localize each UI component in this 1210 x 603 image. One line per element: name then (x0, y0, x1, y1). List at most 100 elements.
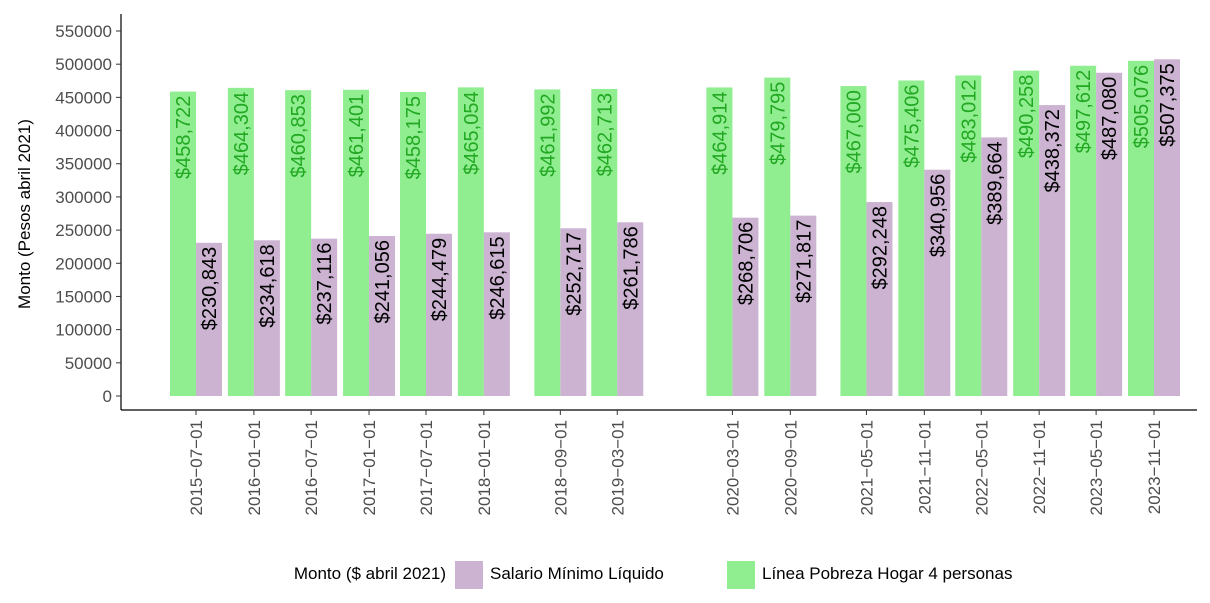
bar-label-linea-pobreza: $505,076 (1131, 65, 1153, 148)
bar-linea-pobreza (399, 91, 426, 396)
bar-linea-pobreza (840, 86, 867, 396)
bar-label-salario-minimo: $244,479 (429, 238, 451, 321)
x-tick-label: 2022−11−01 (1030, 420, 1049, 514)
bar-salario-minimo (483, 232, 510, 396)
x-tick-label: 2021−11−01 (915, 420, 934, 514)
x-tick-label: 2020−03−01 (723, 420, 742, 516)
y-axis-title: Monto (Pesos abril 2021) (15, 119, 34, 309)
x-tick-label: 2022−05−01 (972, 420, 991, 516)
bar-linea-pobreza (764, 77, 791, 397)
y-tick-label: 250000 (55, 221, 112, 240)
bar-label-salario-minimo: $487,080 (1099, 77, 1121, 160)
bar-label-linea-pobreza: $464,304 (231, 92, 253, 175)
bar-label-linea-pobreza: $464,914 (709, 91, 731, 174)
bar-label-salario-minimo: $252,717 (563, 232, 585, 315)
bar-salario-minimo (369, 236, 396, 396)
bar-label-linea-pobreza: $458,722 (173, 96, 195, 179)
bar-label-linea-pobreza: $462,713 (594, 93, 616, 176)
bar-label-linea-pobreza: $467,000 (843, 90, 865, 173)
bar-label-salario-minimo: $271,817 (793, 220, 815, 303)
x-tick-label: 2021−05−01 (857, 420, 876, 516)
x-tick-label: 2017−01−01 (360, 420, 379, 516)
bar-label-salario-minimo: $340,956 (927, 174, 949, 257)
bar-label-salario-minimo: $246,615 (487, 236, 509, 319)
bar-label-linea-pobreza: $475,406 (901, 85, 923, 168)
bar-salario-minimo (311, 238, 338, 396)
bar-linea-pobreza (227, 87, 254, 397)
x-tick-label: 2019−03−01 (608, 420, 627, 516)
y-tick-label: 50000 (65, 354, 112, 373)
bar-linea-pobreza (1013, 70, 1040, 396)
bar-label-linea-pobreza: $479,795 (767, 82, 789, 165)
bar-salario-minimo (1096, 72, 1123, 397)
bar-salario-minimo (617, 222, 644, 396)
bar-label-salario-minimo: $268,706 (735, 222, 757, 305)
bar-linea-pobreza (898, 80, 925, 396)
bar-label-salario-minimo: $292,248 (869, 206, 891, 289)
bar-salario-minimo (425, 233, 452, 396)
bar-label-linea-pobreza: $461,401 (346, 94, 368, 177)
x-tick-label: 2016−01−01 (245, 420, 264, 516)
x-tick-label: 2015−07−01 (187, 420, 206, 516)
bar-label-salario-minimo: $389,664 (984, 141, 1006, 224)
bar-salario-minimo (196, 242, 222, 396)
bar-linea-pobreza (591, 88, 618, 397)
bar-label-salario-minimo: $241,056 (372, 240, 394, 323)
bar-label-salario-minimo: $230,843 (199, 247, 221, 330)
bar-salario-minimo (790, 215, 817, 396)
legend-title: Monto ($ abril 2021) (294, 564, 446, 583)
x-tick-label: 2018−09−01 (551, 420, 570, 516)
x-tick-label: 2018−01−01 (475, 420, 494, 515)
x-tick-label: 2016−07−01 (302, 420, 321, 516)
bar-label-salario-minimo: $261,786 (620, 226, 642, 309)
y-tick-label: 300000 (55, 188, 112, 207)
bar-label-linea-pobreza: $458,175 (403, 96, 425, 179)
x-tick-label: 2023−05−01 (1087, 420, 1106, 516)
bar-linea-pobreza (457, 87, 484, 396)
bar-label-linea-pobreza: $465,054 (461, 91, 483, 174)
x-tick-label: 2023−11−01 (1145, 420, 1164, 514)
bar-label-salario-minimo: $234,618 (257, 244, 279, 327)
bar-salario-minimo (732, 217, 759, 396)
bar-label-salario-minimo: $507,375 (1157, 63, 1179, 146)
legend-label: Línea Pobreza Hogar 4 personas (762, 564, 1012, 583)
bar-label-salario-minimo: $438,372 (1042, 109, 1064, 192)
bar-linea-pobreza (170, 91, 196, 396)
bar-label-linea-pobreza: $490,258 (1016, 75, 1038, 158)
bar-linea-pobreza (1128, 60, 1154, 396)
bar-label-linea-pobreza: $483,012 (958, 79, 980, 162)
y-tick-label: 0 (103, 387, 112, 406)
y-tick-label: 450000 (55, 88, 112, 107)
y-tick-label: 550000 (55, 22, 112, 41)
y-tick-label: 200000 (55, 254, 112, 273)
bar-salario-minimo (253, 240, 280, 396)
bar-salario-minimo (981, 137, 1008, 397)
y-tick-label: 150000 (55, 287, 112, 306)
bar-label-linea-pobreza: $497,612 (1073, 70, 1095, 153)
y-tick-label: 500000 (55, 55, 112, 74)
y-tick-label: 100000 (55, 321, 112, 340)
bar-salario-minimo (866, 202, 893, 396)
bar-linea-pobreza (534, 89, 561, 397)
bar-linea-pobreza (1070, 65, 1097, 397)
bar-label-linea-pobreza: $461,992 (537, 93, 559, 176)
x-tick-label: 2017−07−01 (417, 420, 436, 516)
bar-label-linea-pobreza: $460,853 (288, 94, 310, 177)
legend-label: Salario Mínimo Líquido (490, 564, 664, 583)
bar-linea-pobreza (955, 75, 982, 396)
bar-salario-minimo (1154, 59, 1180, 396)
bar-linea-pobreza (706, 87, 733, 397)
y-tick-label: 350000 (55, 155, 112, 174)
bar-salario-minimo (1039, 105, 1066, 397)
bar-salario-minimo (924, 169, 951, 396)
bar-linea-pobreza (285, 90, 312, 396)
bar-linea-pobreza (343, 89, 370, 396)
legend-key (455, 561, 483, 589)
y-tick-label: 400000 (55, 122, 112, 141)
bar-label-salario-minimo: $237,116 (314, 243, 336, 325)
x-tick-label: 2020−09−01 (781, 420, 800, 516)
legend-key (727, 561, 755, 589)
bar-salario-minimo (560, 228, 587, 396)
